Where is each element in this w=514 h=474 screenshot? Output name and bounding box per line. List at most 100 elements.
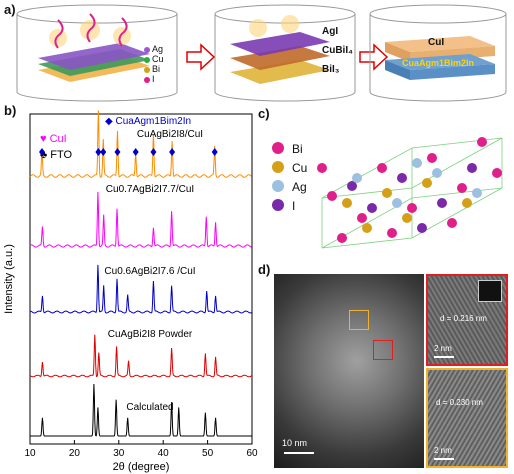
- d-spacing-1: d = 0.216 nm: [440, 314, 487, 323]
- atom-19: [382, 188, 392, 198]
- scale-label-inset-1: 2 nm: [434, 344, 452, 353]
- scale-label-inset-2: 2 nm: [434, 446, 452, 455]
- panel-a-legend: [144, 47, 150, 83]
- trace-label-0: CuAgBi2I8/CuI: [137, 129, 203, 140]
- legend-ball-cu: [272, 161, 284, 173]
- d-spacing-2: d = 0.230 nm: [436, 398, 483, 407]
- fft-inset: [478, 280, 502, 302]
- beaker-3: [369, 4, 507, 102]
- atom-5: [407, 203, 417, 213]
- peak-marker-0: [38, 148, 45, 156]
- legend-phase: ◆ CuaAgm1Bim2In: [105, 116, 191, 127]
- peak-marker-2: [100, 148, 107, 156]
- legend-c-cu: Cu: [292, 161, 308, 175]
- zoom-box-orange: [349, 310, 369, 330]
- legend-a-ag: Ag: [152, 44, 164, 54]
- beaker-1: [16, 4, 178, 102]
- peak-marker-7: [211, 148, 218, 156]
- legend-ball-ag: [272, 180, 284, 192]
- trace-1: [29, 191, 252, 248]
- tem-image: 10 nm: [274, 274, 424, 468]
- fume-icons: [49, 13, 131, 49]
- atom-27: [472, 188, 482, 198]
- atom-15: [367, 203, 377, 213]
- plot-frame: [29, 113, 253, 445]
- layer-bii3: BiI₃: [322, 64, 340, 75]
- y-axis-label: Intensity (a.u.): [3, 244, 15, 314]
- scale-bar-main: [284, 452, 314, 454]
- x-tick-label-10: 10: [24, 448, 36, 459]
- trace-label-4: Calculated: [126, 402, 173, 413]
- legend-fto: ♣ FTO: [40, 149, 73, 161]
- legend-cui: ♥ CuI: [40, 133, 67, 145]
- x-axis-label: 2θ (degree): [113, 461, 170, 473]
- panel-b-label: b): [4, 103, 17, 118]
- unit-cell: [321, 137, 503, 249]
- panel-a-label: a): [4, 2, 16, 17]
- atom-4: [357, 213, 367, 223]
- hrtem-inset-2: d = 0.230 nm 2 nm: [426, 368, 508, 468]
- panel-a-illustration: [16, 4, 507, 102]
- hrtem-inset-1: d = 0.216 nm 2 nm: [426, 274, 508, 366]
- atom-18: [342, 198, 352, 208]
- zoom-box-red: [373, 340, 393, 360]
- atom-24: [352, 173, 362, 183]
- atom-9: [447, 218, 457, 228]
- peak-marker-3: [114, 148, 121, 156]
- legend-c-ag: Ag: [292, 180, 307, 194]
- scale-bar-inset-2: [434, 458, 454, 460]
- atom-11: [317, 163, 327, 173]
- legend-a-cu: Cu: [152, 54, 164, 64]
- trace-label-2: Cu0.6AgBi2I7.6 /CuI: [104, 266, 195, 277]
- atom-23: [362, 223, 372, 233]
- atom-8: [387, 228, 397, 238]
- beaker-2: [214, 4, 356, 102]
- peak-marker-4: [132, 148, 139, 156]
- arrow-right-icon-2: [359, 43, 389, 71]
- atom-20: [422, 178, 432, 188]
- trace-label-1: Cu0.7AgBi2I7.7/CuI: [106, 184, 194, 195]
- panel-c-label: c): [258, 106, 270, 121]
- trace-4: [30, 383, 252, 437]
- legend-a-bi: Bi: [152, 64, 161, 74]
- panel-d-label: d): [258, 262, 271, 277]
- trace-label-3: CuAgBi2I8 Powder: [108, 329, 193, 340]
- x-tick-label-50: 50: [202, 448, 214, 459]
- atom-0: [327, 191, 337, 201]
- legend-c-bi: Bi: [292, 142, 303, 156]
- atom-1: [377, 163, 387, 173]
- legend-c-i: I: [292, 199, 296, 213]
- atom-21: [462, 198, 472, 208]
- trace-3: [29, 334, 252, 378]
- atom-2: [427, 153, 437, 163]
- trace-2: [29, 264, 252, 314]
- arrow-right-icon: [186, 43, 216, 71]
- atom-14: [437, 198, 447, 208]
- final-top-label: CuI: [428, 37, 445, 48]
- atom-17: [467, 163, 477, 173]
- atom-28: [412, 158, 422, 168]
- atom-22: [402, 213, 412, 223]
- x-tick-label-20: 20: [69, 448, 81, 459]
- atom-16: [417, 223, 427, 233]
- final-bottom-label: CuaAgm1Bim2In: [402, 58, 475, 68]
- atom-6: [457, 183, 467, 193]
- atom-10: [492, 168, 502, 178]
- xrd-chart: 10 20 30 40 50 60 2θ (degree) Intensity (a.u.) C…: [3, 110, 258, 473]
- layer-cubii4: CuBiI₄: [322, 45, 353, 56]
- atom-7: [337, 233, 347, 243]
- atom-12: [347, 181, 357, 191]
- scale-label-main: 10 nm: [282, 438, 308, 448]
- peak-marker-5: [150, 148, 157, 156]
- legend-ball-bi: [272, 142, 284, 154]
- scale-bar-inset-1: [434, 356, 454, 358]
- x-tick-label-40: 40: [158, 448, 170, 459]
- legend-a-i: I: [152, 74, 155, 84]
- x-tick-label-60: 60: [246, 448, 258, 459]
- layer-agi: AgI: [322, 26, 339, 37]
- atom-26: [432, 168, 442, 178]
- legend-ball-i: [272, 199, 284, 211]
- peak-marker-6: [169, 148, 176, 156]
- atom-3: [477, 137, 487, 147]
- x-tick-label-30: 30: [113, 448, 125, 459]
